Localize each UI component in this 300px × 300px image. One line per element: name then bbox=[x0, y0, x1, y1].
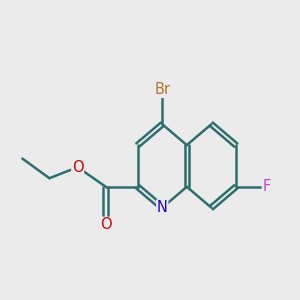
Text: F: F bbox=[262, 179, 271, 194]
Text: Br: Br bbox=[154, 82, 170, 98]
Text: O: O bbox=[72, 160, 83, 175]
Text: O: O bbox=[100, 217, 112, 232]
Text: N: N bbox=[157, 200, 168, 215]
